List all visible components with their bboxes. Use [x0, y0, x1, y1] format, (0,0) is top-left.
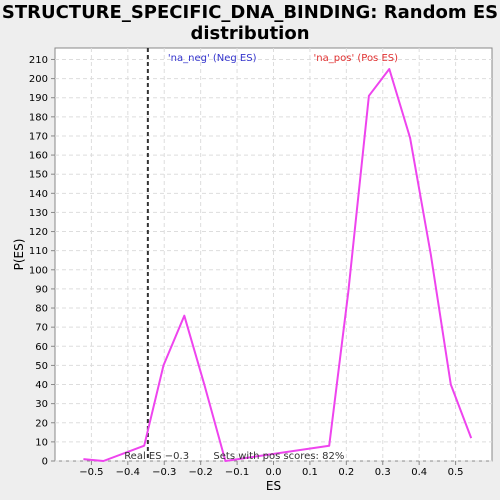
x-tick-label: −0.3	[152, 467, 176, 478]
pos-es-annotation: 'na_pos' (Pos ES)	[314, 53, 399, 64]
y-tick-label: 110	[29, 246, 48, 257]
y-tick-label: 80	[35, 304, 48, 315]
chart-title-line-1: STRUCTURE_SPECIFIC_DNA_BINDING: Random E…	[1, 2, 499, 23]
pos-scores-annotation: Sets with pos scores: 82%	[213, 451, 344, 462]
chart-title: STRUCTURE_SPECIFIC_DNA_BINDING: Random E…	[0, 2, 500, 44]
x-tick-label: 0.2	[338, 467, 354, 478]
y-tick-label: 90	[35, 284, 48, 295]
x-axis-title: ES	[266, 479, 281, 493]
x-tick-label: −0.1	[225, 467, 249, 478]
chart-title-line-2: distribution	[190, 23, 310, 44]
y-tick-label: 100	[29, 265, 48, 276]
y-tick-label: 130	[29, 208, 48, 219]
y-axis-title: P(ES)	[12, 239, 26, 271]
x-tick-label: 0.1	[302, 467, 318, 478]
x-tick-label: 0.5	[448, 467, 464, 478]
y-tick-label: 70	[35, 323, 48, 334]
y-tick-label: 30	[35, 399, 48, 410]
y-tick-label: 180	[29, 112, 48, 123]
neg-es-annotation: 'na_neg' (Neg ES)	[168, 53, 257, 64]
y-tick-label: 50	[35, 361, 48, 372]
x-tick-label: 0.4	[411, 467, 427, 478]
x-tick-label: −0.2	[189, 467, 213, 478]
y-tick-label: 210	[29, 55, 48, 66]
real-es-label: Real ES −0.3	[124, 451, 189, 462]
y-tick-label: 160	[29, 151, 48, 162]
y-tick-label: 0	[42, 457, 48, 468]
axis-ticks: 0 10 20 30 40 50 60 70 80 90 100 110 120 130 140 150 160…	[29, 55, 464, 478]
y-tick-label: 10	[35, 437, 48, 448]
x-tick-label: −0.4	[116, 467, 140, 478]
series-line	[83, 68, 473, 462]
x-tick-label: −0.5	[79, 467, 103, 478]
y-tick-label: 150	[29, 170, 48, 181]
y-tick-label: 200	[29, 74, 48, 85]
x-tick-label: 0.0	[266, 467, 282, 478]
y-tick-label: 60	[35, 342, 48, 353]
y-tick-label: 40	[35, 380, 48, 391]
y-tick-label: 170	[29, 131, 48, 142]
y-tick-label: 20	[35, 418, 48, 429]
y-tick-label: 190	[29, 93, 48, 104]
grid	[55, 48, 492, 462]
x-tick-label: 0.3	[375, 467, 391, 478]
y-tick-label: 120	[29, 227, 48, 238]
y-tick-label: 140	[29, 189, 48, 200]
